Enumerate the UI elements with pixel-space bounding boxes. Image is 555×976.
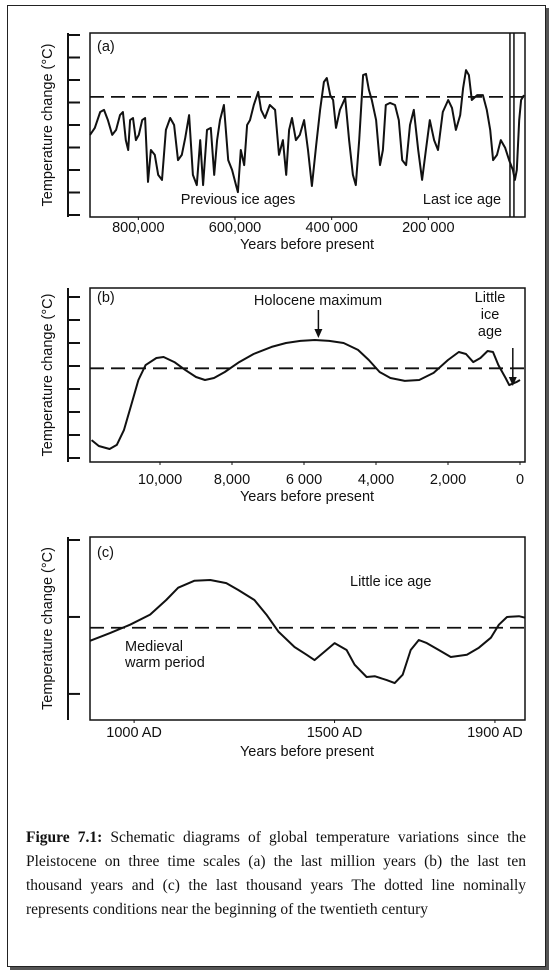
arrow-head xyxy=(508,377,517,386)
annotation: Medieval xyxy=(125,639,183,655)
caption-text: Schematic diagrams of global temperature… xyxy=(26,829,527,918)
x-tick-label: 600,000 xyxy=(209,220,261,236)
plot-frame xyxy=(89,287,526,463)
annotation: Last ice age xyxy=(423,192,501,208)
x-tick-label: 10,000 xyxy=(138,472,182,488)
y-axis-label: Temperature change (°C) xyxy=(40,547,56,710)
figure-caption: Figure 7.1: Schematic diagrams of global… xyxy=(26,826,526,922)
x-tick-label: 6 000 xyxy=(286,472,322,488)
annotation: ice xyxy=(481,307,500,323)
x-tick-label: 1900 AD xyxy=(467,725,523,741)
temperature-line xyxy=(89,579,526,685)
x-axis-label: Years before present xyxy=(240,237,374,253)
panel-label: (a) xyxy=(97,39,115,55)
temperature-line xyxy=(90,339,521,450)
annotation: Little ice age xyxy=(350,574,431,590)
annotation: Holocene maximum xyxy=(254,293,382,309)
plot-frame xyxy=(89,32,526,218)
page-border xyxy=(7,5,546,967)
annotation: Little xyxy=(475,290,506,306)
x-tick-label: 8,000 xyxy=(214,472,250,488)
y-axis-label: Temperature change (°C) xyxy=(40,294,56,457)
annotation: age xyxy=(478,324,502,340)
x-tick-label: 4,000 xyxy=(358,472,394,488)
arrow-head xyxy=(314,329,323,338)
x-axis-label: Years before present xyxy=(240,489,374,505)
x-tick-label: 200 000 xyxy=(402,220,454,236)
temperature-line xyxy=(89,69,525,194)
annotation: Previous ice ages xyxy=(181,192,295,208)
caption-label: Figure 7.1: xyxy=(26,829,103,846)
x-tick-label: 1500 AD xyxy=(307,725,363,741)
x-axis-label: Years before present xyxy=(240,744,374,760)
x-tick-label: 1000 AD xyxy=(106,725,162,741)
x-tick-label: 2,000 xyxy=(430,472,466,488)
y-axis-label: Temperature change (°C) xyxy=(40,44,56,207)
annotation: warm period xyxy=(124,655,205,671)
x-tick-label: 400 000 xyxy=(305,220,357,236)
x-tick-label: 0 xyxy=(516,472,524,488)
x-tick-label: 800,000 xyxy=(112,220,164,236)
panel-label: (b) xyxy=(97,290,115,306)
panel-label: (c) xyxy=(97,545,114,561)
charts: 800,000 600,000 400 000 200 000 Years before… xyxy=(40,32,526,760)
